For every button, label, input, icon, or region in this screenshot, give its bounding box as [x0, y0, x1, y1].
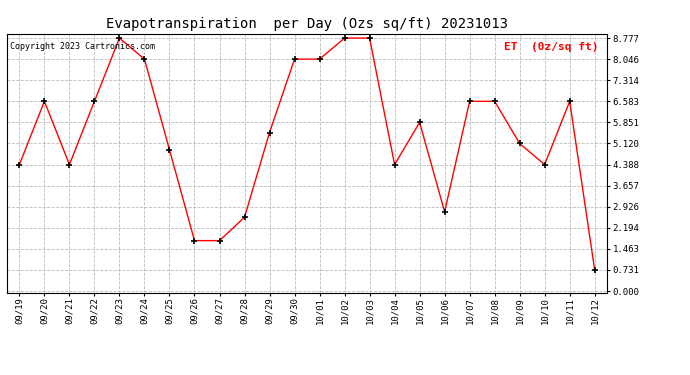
Text: ET  (0z/sq ft): ET (0z/sq ft): [504, 42, 598, 51]
Text: Copyright 2023 Cartronics.com: Copyright 2023 Cartronics.com: [10, 42, 155, 51]
Title: Evapotranspiration  per Day (Ozs sq/ft) 20231013: Evapotranspiration per Day (Ozs sq/ft) 2…: [106, 17, 508, 31]
